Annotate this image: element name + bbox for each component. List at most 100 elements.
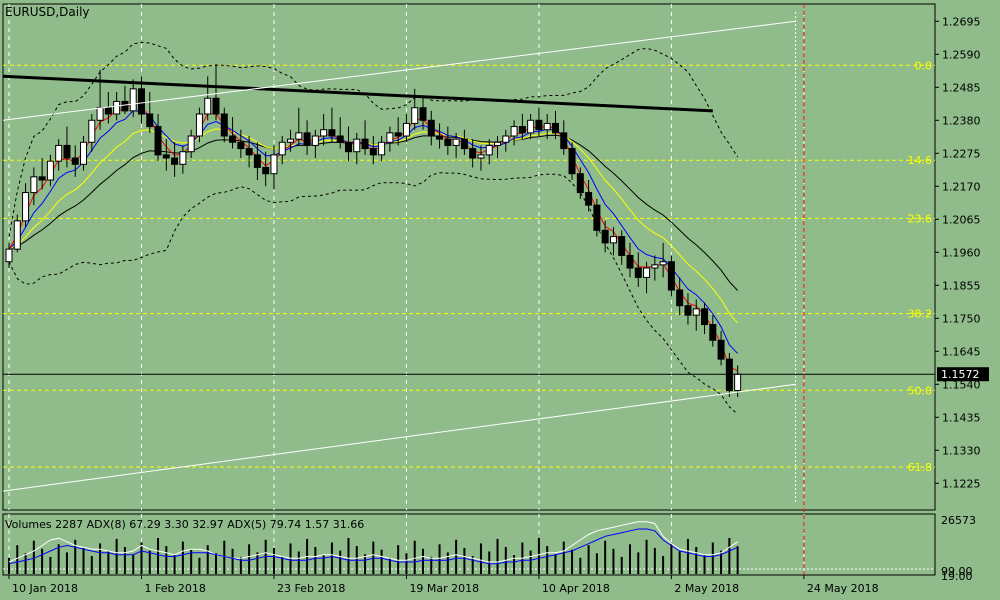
candle-body <box>121 100 129 112</box>
candle-body <box>485 144 493 156</box>
candle-body <box>692 308 700 316</box>
candle-body <box>551 122 559 134</box>
candle-body <box>427 119 435 137</box>
candle-body <box>96 107 104 121</box>
candle-body <box>361 138 369 150</box>
candle-body <box>518 126 526 134</box>
candle-body <box>179 151 187 165</box>
indicator-tick-label: 99.00 <box>941 565 973 578</box>
price-tick-label: 1.1750 <box>942 312 981 325</box>
candlesticks <box>5 63 742 397</box>
candle-body <box>212 97 220 115</box>
candle-body <box>311 135 319 146</box>
fib-label: 61.8 <box>908 461 933 474</box>
price-tick-label: 1.2695 <box>942 15 981 28</box>
candle-body <box>593 204 601 231</box>
candle-body <box>229 135 237 143</box>
candle-body <box>245 148 253 156</box>
candle-body <box>386 132 394 143</box>
candle-body <box>436 135 444 140</box>
time-tick-label: 10 Jan 2018 <box>12 582 78 595</box>
candle-body <box>22 192 30 222</box>
price-tick-label: 1.1225 <box>942 477 981 490</box>
price-tick-label: 1.2380 <box>942 114 981 127</box>
time-tick-label: 1 Feb 2018 <box>144 582 205 595</box>
upper-channel-line <box>2 20 796 121</box>
price-tick-label: 1.2170 <box>942 180 981 193</box>
adx-line-white <box>8 521 738 563</box>
candle-body <box>63 144 71 159</box>
candle-body <box>717 339 725 360</box>
resistance-trendline <box>2 74 713 113</box>
candle-body <box>725 358 733 392</box>
candle-body <box>328 129 336 137</box>
price-tick-label: 1.1960 <box>942 246 981 259</box>
candle-body <box>618 236 626 256</box>
price-tick-label: 1.1435 <box>942 411 981 424</box>
candle-body <box>709 324 717 341</box>
candle-body <box>643 267 651 278</box>
chart-title: EURUSD,Daily <box>5 5 90 19</box>
lower-band <box>8 172 738 415</box>
candle-body <box>13 220 21 250</box>
candle-body <box>469 148 477 159</box>
main-plot-frame <box>2 3 936 511</box>
candle-body <box>154 126 162 156</box>
time-tick-label: 23 Feb 2018 <box>277 582 345 595</box>
candle-body <box>46 160 54 181</box>
candle-body <box>129 88 137 112</box>
candle-body <box>336 135 344 143</box>
candle-body <box>113 100 121 115</box>
candle-body <box>88 119 96 143</box>
candle-body <box>444 138 452 146</box>
candle-body <box>659 261 667 266</box>
candle-body <box>609 236 617 244</box>
candle-body <box>287 138 295 143</box>
candle-body <box>394 132 402 137</box>
candle-body <box>237 141 245 150</box>
candle-body <box>104 107 112 115</box>
fib-label: 14.6 <box>908 154 933 167</box>
candle-body <box>535 119 543 131</box>
candle-body <box>576 173 584 194</box>
candle-body <box>419 107 427 121</box>
upper-band <box>8 41 739 237</box>
fib-label: 0.0 <box>915 59 933 72</box>
candle-body <box>55 144 63 162</box>
candle-body <box>137 88 145 115</box>
candle-body <box>411 107 419 124</box>
indicator-tick-label: 26573 <box>941 514 976 527</box>
candle-body <box>253 154 261 168</box>
candle-body <box>527 119 535 134</box>
candle-body <box>651 264 659 269</box>
lower-channel-line <box>2 383 796 492</box>
candle-body <box>452 138 460 146</box>
candle-body <box>701 308 709 326</box>
candle-body <box>204 97 212 115</box>
candle-body <box>560 132 568 150</box>
candle-body <box>502 135 510 143</box>
price-tick-label: 1.2275 <box>942 147 981 160</box>
indicator-tick-label: 19.00 <box>941 570 973 583</box>
candle-body <box>634 267 642 278</box>
price-tick-label: 1.1330 <box>942 444 981 457</box>
time-axis: 10 Jan 2018 1 Feb 2018 23 Feb 2018 19 Mar 2… <box>8 575 879 595</box>
candle-body <box>30 176 38 194</box>
candle-body <box>601 229 609 244</box>
candle-body <box>171 157 179 165</box>
candle-body <box>568 148 576 175</box>
price-tick-label: 1.1855 <box>942 279 981 292</box>
candle-body <box>71 157 79 165</box>
candle-body <box>667 261 675 291</box>
candle-body <box>195 113 203 137</box>
candle-body <box>295 132 303 140</box>
fib-label: 23.6 <box>908 212 933 225</box>
current-price-label: 1.1572 <box>941 368 980 381</box>
indicator-label: Volumes 2287 ADX(8) 67.29 3.30 32.97 ADX… <box>5 518 364 531</box>
candle-body <box>320 129 328 137</box>
price-tick-label: 1.2065 <box>942 213 981 226</box>
candle-body <box>220 113 228 137</box>
candle-body <box>80 141 88 165</box>
